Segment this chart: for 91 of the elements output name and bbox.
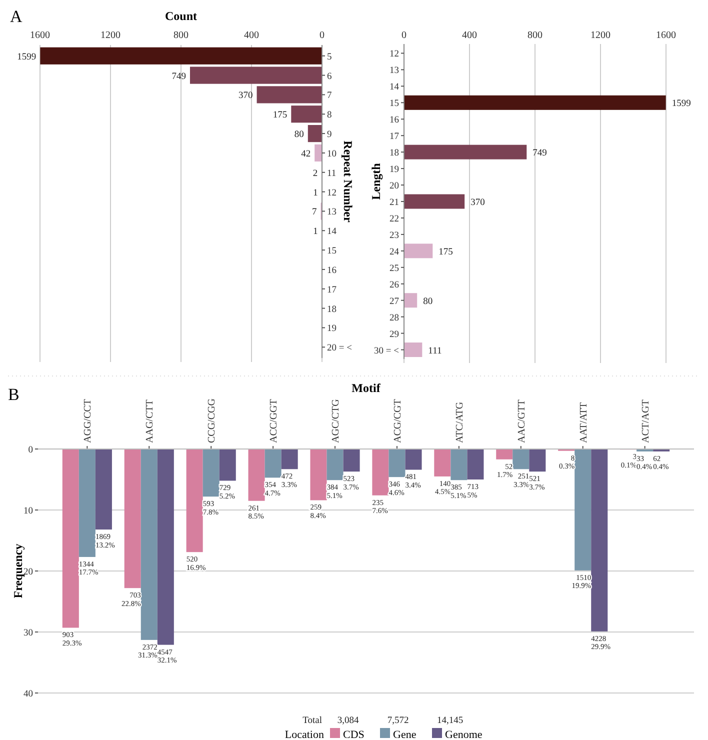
x-tick-label: AGG/CCT [82, 399, 94, 443]
y-tick-label: 14 [390, 82, 400, 93]
data-label: 1599 [672, 99, 692, 110]
y-tick-label: 20 [390, 182, 400, 192]
data-label: 7 [312, 208, 318, 218]
x-tick-label: 1600 [30, 30, 50, 41]
x-tick-label: ACG/CGT [392, 399, 404, 443]
y-tick-label: 23 [390, 230, 400, 241]
data-label: 1599 [17, 52, 36, 62]
y-tick-label: 10 [327, 149, 337, 160]
x-tick-label: 0 [320, 30, 324, 41]
text: 7,572 [387, 716, 409, 726]
y-tick-label: 13 [327, 208, 337, 218]
y-tick-label: 15 [390, 99, 400, 110]
y-tick-label: 20 [24, 568, 34, 578]
y-tick-label: 11 [327, 168, 336, 179]
data-label: 175 [272, 110, 288, 121]
y-tick-label: 6 [327, 72, 332, 82]
y-tick-label: 21 [390, 198, 400, 208]
x-tick-label: 400 [462, 30, 477, 41]
data-label: 370 [470, 198, 486, 208]
y-tick-label: 18 [390, 148, 400, 159]
x-tick-label: ATC/ATG [454, 402, 466, 443]
y-tick-label: 8 [327, 110, 332, 121]
legend-label: Gene [393, 729, 416, 740]
x-tick-label: AGC/CTG [330, 399, 342, 443]
y-tick-label: 22 [390, 214, 400, 224]
legend-label: Genome [445, 729, 482, 740]
x-tick-label: AAG/CTT [144, 400, 156, 443]
data-label: 80 [294, 130, 304, 140]
x-tick-label: 800 [528, 30, 542, 41]
x-tick-label: AAC/GTT [516, 400, 528, 443]
x-tick-label: 1200 [590, 30, 610, 41]
y-tick-label: 20 = < [327, 344, 352, 354]
x-tick-label: AAT/ATT [578, 402, 590, 443]
x-tick-label: CCG/CGG [206, 398, 218, 443]
y-tick-label: 17 [327, 285, 337, 296]
text: 3,084 [337, 716, 359, 726]
y-axis-title: Length [369, 162, 383, 200]
y-tick-label: 40 [24, 690, 34, 700]
y-tick-label: 17 [390, 132, 400, 142]
y-tick-label: 27 [390, 296, 400, 307]
y-tick-label: 18 [327, 304, 337, 315]
y-tick-label: 19 [327, 324, 337, 334]
chart-title: A [10, 7, 23, 26]
text: 14,145 [436, 716, 464, 726]
y-axis-title: Frequency [11, 544, 25, 598]
y-tick-label: 9 [327, 130, 332, 140]
y-tick-label: 15 [327, 246, 337, 257]
y-tick-label: 0 [28, 446, 34, 456]
legend-label: CDS [343, 729, 364, 740]
data-label: 370 [238, 91, 254, 102]
x-tick-label: 800 [174, 30, 188, 41]
data-label: 80 [423, 296, 433, 307]
text: Total [302, 716, 322, 726]
y-tick-label: 12 [327, 188, 337, 198]
chart-title: B [8, 385, 20, 404]
x-tick-label: 1200 [100, 30, 120, 41]
y-tick-label: 28 [390, 313, 400, 324]
x-tick-label: 400 [244, 30, 259, 41]
y-tick-label: 30 [24, 628, 34, 638]
y-tick-label: 24 [390, 247, 400, 258]
x-tick-label: ACC/GGT [268, 399, 280, 443]
data-label: 42 [301, 149, 311, 160]
data-label: 2 [312, 168, 318, 179]
y-tick-label: 10 [24, 506, 34, 516]
data-label: 749 [532, 148, 548, 159]
y-tick-label: 16 [390, 116, 400, 126]
y-tick-label: 12 [390, 50, 400, 60]
y-tick-label: 14 [327, 227, 337, 238]
x-axis-title: Motif [352, 381, 382, 395]
y-tick-label: 7 [327, 91, 332, 102]
data-label: 1 [313, 188, 318, 198]
x-tick-label: 0 [402, 30, 406, 41]
data-label: 749 [172, 72, 186, 82]
y-axis-title: Repeat Number [341, 140, 355, 223]
y-tick-label: 16 [327, 266, 337, 276]
x-tick-label: 1600 [656, 30, 676, 41]
x-tick-label: ACT/AGT [640, 400, 652, 443]
y-tick-label: 29 [390, 330, 400, 340]
data-label: 1 [313, 227, 318, 238]
y-tick-label: 5 [327, 52, 332, 62]
data-label: 175 [438, 247, 454, 258]
x-axis-title: Count [164, 9, 198, 23]
y-tick-label: 13 [390, 66, 400, 76]
y-tick-label: 19 [390, 165, 400, 176]
legend-title: Location [284, 729, 324, 740]
data-label: 111 [428, 346, 442, 356]
y-tick-label: 30 = < [374, 346, 399, 356]
y-tick-label: 25 [390, 264, 400, 274]
y-tick-label: 26 [390, 280, 400, 290]
